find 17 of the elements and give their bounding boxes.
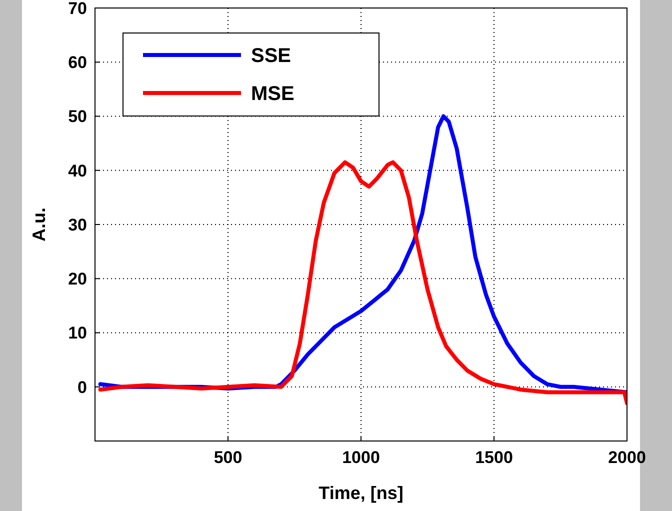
x-tick-label: 1000 (342, 448, 380, 467)
line-series (98, 160, 627, 406)
y-tick-label: 40 (68, 161, 87, 180)
y-tick-label: 10 (68, 324, 87, 343)
y-tick-label: 50 (68, 107, 87, 126)
x-tick-label: 1500 (475, 448, 513, 467)
y-tick-label: 30 (68, 215, 87, 234)
x-tick-label: 2000 (608, 448, 646, 467)
y-axis-title: A.u. (29, 208, 49, 242)
y-tick-label: 20 (68, 270, 87, 289)
legend-label: SSE (251, 45, 292, 67)
y-tick-label: 0 (78, 378, 87, 397)
y-tick-label: 70 (68, 0, 87, 18)
x-tick-label: 500 (214, 448, 242, 467)
x-axis-title: Time, [ns] (318, 483, 404, 503)
y-tick-label: 60 (68, 53, 87, 72)
legend-label: MSE (251, 83, 294, 105)
